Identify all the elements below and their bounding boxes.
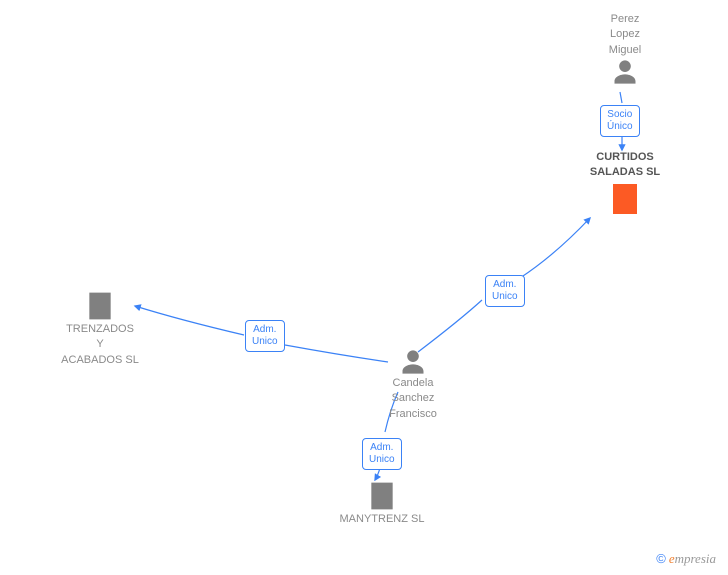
node-perez[interactable]: Perez Lopez Miguel	[595, 12, 655, 86]
node-label: MANYTRENZ SL	[327, 512, 437, 527]
building-icon	[607, 181, 643, 217]
node-label: Candela Sanchez Francisco	[378, 376, 448, 422]
edge-label-adm3: Adm. Unico	[362, 438, 402, 470]
node-trenzados[interactable]: TRENZADOS Y ACABADOS SL	[55, 290, 145, 368]
node-label: Perez Lopez Miguel	[595, 12, 655, 58]
building-icon	[84, 290, 116, 322]
watermark: ©empresia	[656, 551, 716, 567]
person-icon	[399, 348, 427, 376]
edge-label-adm2: Adm. Unico	[245, 320, 285, 352]
node-candela[interactable]: Candela Sanchez Francisco	[378, 348, 448, 422]
node-curtidos[interactable]: CURTIDOS SALADAS SL	[575, 150, 675, 217]
person-icon	[611, 58, 639, 86]
edge-label-adm1: Adm. Unico	[485, 275, 525, 307]
node-label: CURTIDOS SALADAS SL	[575, 150, 675, 181]
building-icon	[366, 480, 398, 512]
edge-label-socio: Socio Único	[600, 105, 640, 137]
node-manytrenz[interactable]: MANYTRENZ SL	[327, 480, 437, 527]
node-label: TRENZADOS Y ACABADOS SL	[55, 322, 145, 368]
copyright-icon: ©	[656, 551, 666, 566]
brand-rest: mpresia	[675, 551, 716, 566]
